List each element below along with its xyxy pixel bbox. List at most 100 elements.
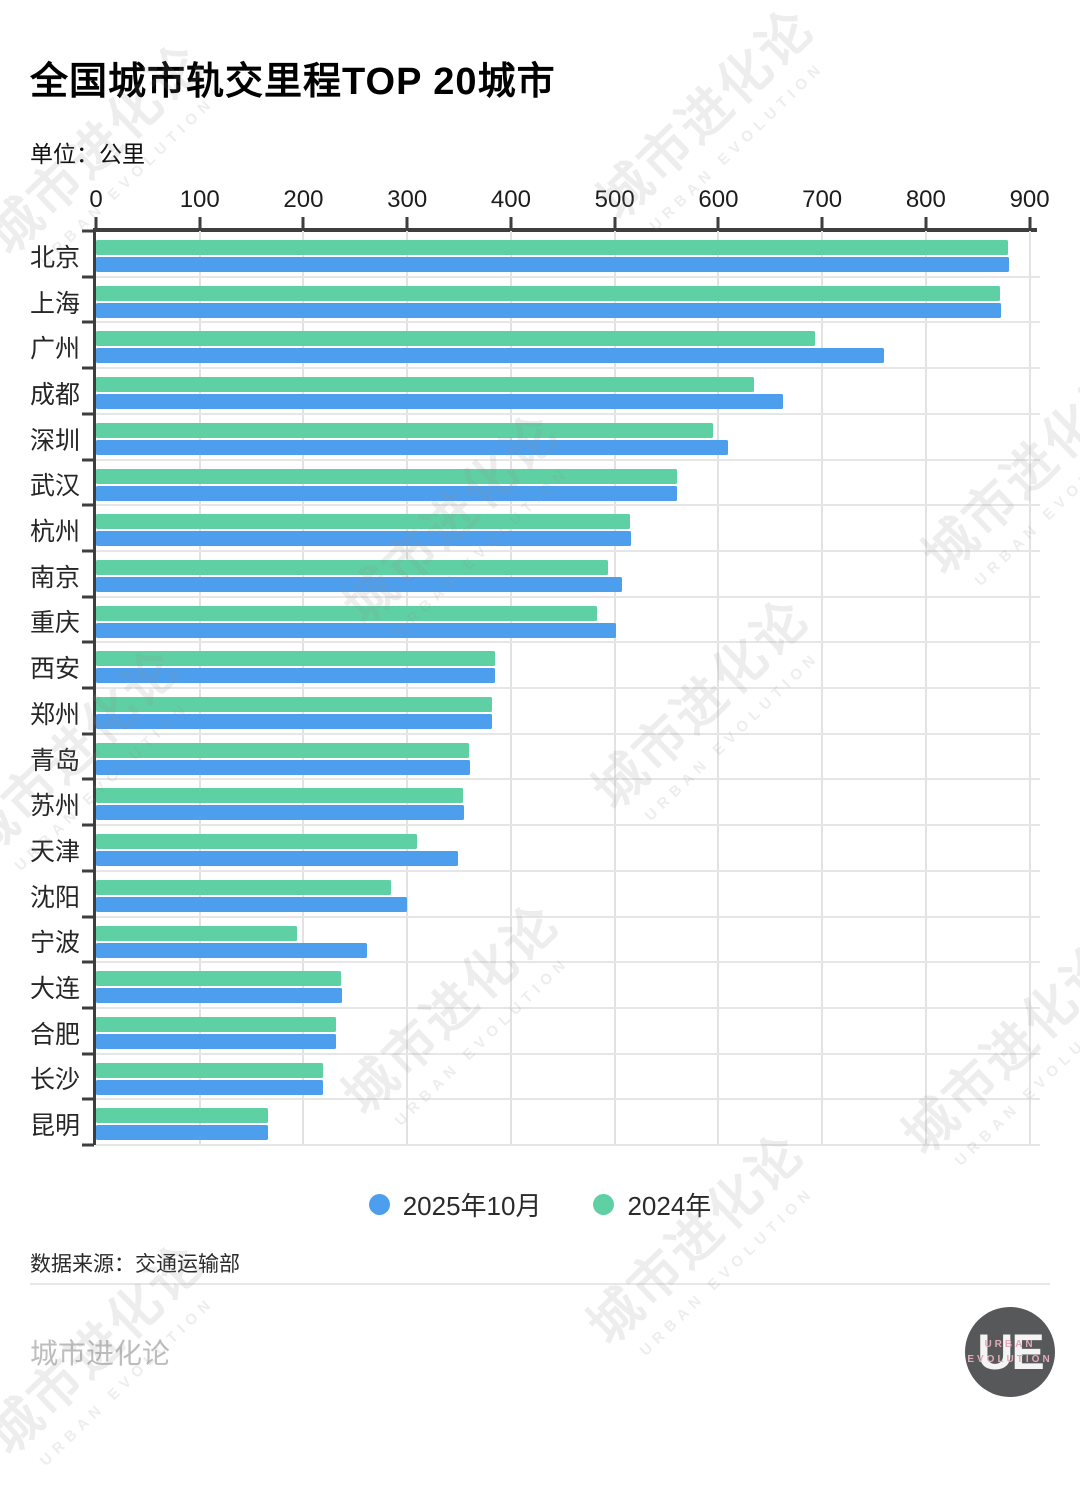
city-label: 武汉 xyxy=(29,472,80,501)
y-tick-mark xyxy=(82,320,94,324)
x-tick-mark xyxy=(924,217,928,229)
y-tick-mark xyxy=(82,1097,94,1101)
bar-2025 xyxy=(96,896,408,912)
y-axis-line xyxy=(93,228,96,1145)
grid-line-horizontal xyxy=(96,275,1040,278)
bar-2025 xyxy=(96,714,493,729)
bar-2024 xyxy=(96,879,391,895)
bar-2025 xyxy=(96,348,885,364)
bar-2024 xyxy=(96,240,1008,255)
legend-dot-2025 xyxy=(368,1194,390,1215)
legend-item-2025: 2025年10月 xyxy=(368,1186,542,1223)
legend: 2025年10月 2024年 xyxy=(0,1186,1080,1223)
y-tick-mark xyxy=(82,275,94,279)
x-axis: 0 100 200 300 400 500 600 700 800 900 xyxy=(89,186,1049,216)
grid-line-horizontal xyxy=(96,1098,1040,1101)
bar-2025 xyxy=(96,851,459,867)
bar-2024 xyxy=(96,1108,269,1124)
y-tick-mark xyxy=(82,640,94,644)
grid-line-horizontal xyxy=(96,687,1040,689)
bar-2024 xyxy=(96,788,464,804)
y-tick-mark xyxy=(82,1052,94,1056)
y-tick-mark xyxy=(82,732,94,736)
bar-2024 xyxy=(96,742,470,758)
bar-2024 xyxy=(96,377,754,393)
grid-line-horizontal xyxy=(96,504,1040,507)
bar-2024 xyxy=(96,605,598,621)
city-label: 上海 xyxy=(29,289,80,318)
y-tick-mark xyxy=(82,458,94,461)
legend-label-2025: 2025年10月 xyxy=(402,1191,542,1221)
city-label: 西安 xyxy=(29,655,80,684)
bar-2025 xyxy=(96,257,1009,272)
y-tick-mark xyxy=(82,229,94,233)
y-tick-mark xyxy=(82,595,94,599)
y-tick-mark xyxy=(82,960,94,964)
city-label: 广州 xyxy=(29,335,80,364)
city-label: 长沙 xyxy=(29,1066,80,1095)
x-tick-mark xyxy=(405,217,409,229)
x-tick-mark xyxy=(613,217,617,229)
bar-2024 xyxy=(96,285,1000,301)
grid-line-horizontal xyxy=(96,869,1040,872)
x-tick-mark xyxy=(820,217,824,229)
bar-2025 xyxy=(96,531,632,547)
x-tick-label: 800 xyxy=(905,186,946,213)
legend-label-2024: 2024年 xyxy=(627,1191,712,1221)
grid-line-horizontal xyxy=(96,549,1040,552)
data-source: 数据来源：交通运输部 xyxy=(30,1253,240,1276)
ue-logo: UE URBAN EVOLUTION xyxy=(965,1307,1055,1397)
bar-2025 xyxy=(96,1125,269,1141)
x-tick-mark xyxy=(509,217,513,229)
bar-2024 xyxy=(96,559,609,575)
y-tick-mark xyxy=(82,915,94,918)
x-tick-mark xyxy=(716,217,720,229)
bar-2024 xyxy=(96,651,496,667)
bar-2025 xyxy=(96,576,622,592)
grid-line-horizontal xyxy=(96,732,1040,735)
x-tick-mark xyxy=(94,217,98,229)
bar-2024 xyxy=(96,1062,324,1078)
logo-word-urban: URBAN xyxy=(984,1339,1036,1350)
bar-2025 xyxy=(96,302,1001,318)
footer-divider xyxy=(30,1283,1050,1285)
bar-2025 xyxy=(96,668,496,684)
bar-2024 xyxy=(96,514,631,530)
bar-2025 xyxy=(96,1033,336,1049)
grid-line-horizontal xyxy=(96,321,1040,324)
plot-area xyxy=(82,217,1040,1147)
bar-2025 xyxy=(96,942,367,958)
x-tick-label: 200 xyxy=(283,186,324,213)
grid-line-horizontal xyxy=(96,1006,1040,1009)
city-label: 苏州 xyxy=(29,792,80,821)
x-tick-label: 100 xyxy=(179,186,220,213)
grid-line-horizontal xyxy=(96,824,1040,827)
x-tick-label: 700 xyxy=(802,186,843,213)
legend-dot-2024 xyxy=(593,1194,615,1215)
y-axis-labels: 北京 上海 广州 成都 深圳 武汉 杭州 南京 重庆 西安 郑州 青岛 苏州 天津 沈阳 宁波 大连 合肥 长沙 昆明 xyxy=(0,231,82,1145)
chart-title: 全国城市轨交里程TOP 20城市 xyxy=(30,61,556,103)
watermark-subtext: URBAN EVOLUTION xyxy=(646,58,829,235)
grid-line-horizontal xyxy=(96,1144,1040,1146)
grid-line-horizontal xyxy=(96,961,1040,964)
bar-2025 xyxy=(96,1079,324,1095)
x-tick-label: 500 xyxy=(594,186,635,213)
city-label: 青岛 xyxy=(29,746,80,775)
legend-item-2024: 2024年 xyxy=(593,1186,711,1223)
grid-line-horizontal xyxy=(96,595,1040,598)
city-label: 成都 xyxy=(29,380,80,409)
y-tick-mark xyxy=(82,549,94,553)
bar-2025 xyxy=(96,988,342,1004)
grid-line-horizontal xyxy=(96,915,1040,918)
brand-name: 城市进化论 xyxy=(30,1338,171,1369)
bar-2024 xyxy=(96,971,341,987)
watermark-subtext: URBAN EVOLUTION xyxy=(36,1293,219,1470)
logo-word-evolution: EVOLUTION xyxy=(967,1354,1053,1365)
bar-2025 xyxy=(96,622,616,638)
x-tick-mark xyxy=(198,217,202,229)
bar-2024 xyxy=(96,468,677,484)
grid-line-horizontal xyxy=(96,1052,1040,1055)
x-axis-line xyxy=(93,228,1037,232)
city-label: 沈阳 xyxy=(29,883,80,912)
